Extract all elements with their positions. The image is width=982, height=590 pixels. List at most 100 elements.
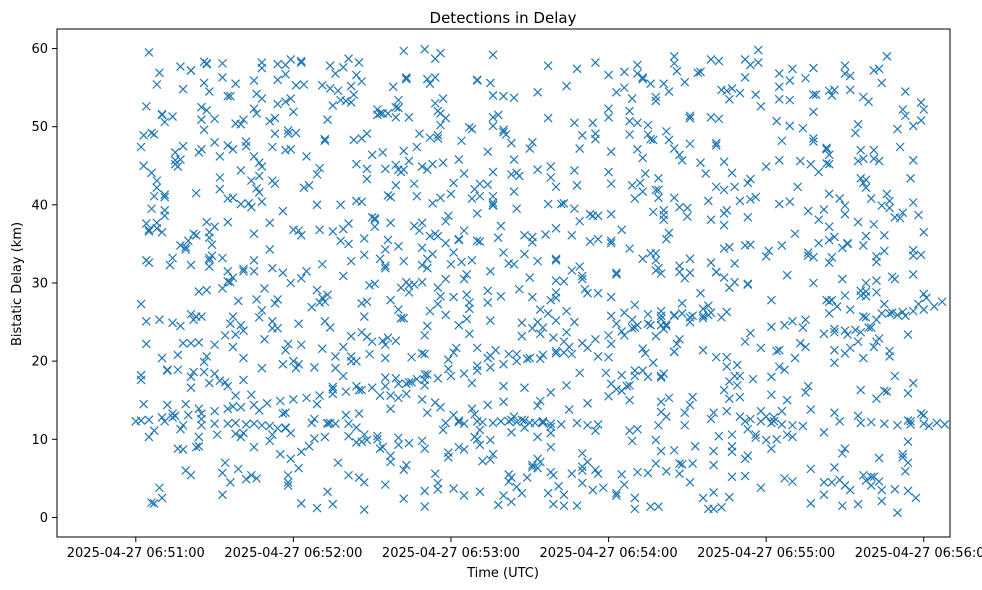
data-point [317, 80, 327, 90]
data-point [638, 254, 648, 264]
data-point [157, 353, 167, 363]
data-point [483, 298, 493, 307]
data-point [824, 189, 834, 199]
data-point [181, 242, 191, 252]
data-point [378, 148, 388, 157]
data-point [391, 160, 401, 170]
data-point [690, 441, 700, 451]
data-point [588, 211, 598, 221]
data-point [619, 83, 629, 93]
data-point [659, 210, 669, 220]
data-point [643, 130, 653, 139]
data-point [685, 312, 695, 322]
data-point [506, 473, 516, 483]
data-point [730, 182, 740, 192]
data-point [906, 420, 916, 429]
x-axis: 2025-04-27 06:51:00 2025-04-27 06:52:00 20… [67, 537, 982, 561]
data-point [546, 173, 556, 182]
data-point [191, 230, 201, 240]
data-point [485, 78, 495, 88]
data-point [533, 401, 543, 411]
data-point [493, 233, 503, 243]
data-point [488, 449, 498, 459]
data-point [309, 362, 319, 372]
data-point [766, 322, 776, 332]
data-point [291, 363, 301, 373]
data-point [830, 324, 839, 334]
data-point [281, 97, 290, 107]
data-point [798, 123, 808, 133]
data-point [654, 173, 663, 183]
data-point [843, 330, 852, 340]
data-point [239, 375, 248, 385]
data-point [485, 362, 495, 372]
data-point [633, 118, 642, 128]
data-point [380, 263, 390, 273]
data-point [625, 244, 634, 254]
data-point [543, 488, 553, 498]
data-point [380, 261, 390, 271]
data-point [538, 350, 548, 360]
data-point [485, 435, 495, 445]
data-point [359, 312, 369, 322]
data-point [861, 183, 871, 193]
data-point [330, 363, 340, 373]
data-point [840, 348, 850, 358]
data-point [659, 79, 669, 89]
data-point [780, 365, 789, 375]
data-point [619, 480, 629, 490]
data-point [338, 271, 348, 281]
data-point [499, 125, 508, 135]
data-point [464, 298, 474, 307]
data-point [328, 382, 338, 392]
data-point [798, 323, 808, 332]
data-point [493, 500, 503, 510]
data-point [183, 410, 193, 420]
data-point [551, 293, 561, 303]
data-point [265, 244, 275, 254]
data-point [929, 302, 939, 311]
data-point [832, 302, 842, 311]
data-point [766, 444, 776, 454]
y-tick-label: 40 [31, 198, 48, 213]
data-point [504, 349, 514, 359]
data-point [417, 436, 427, 446]
data-point [696, 158, 705, 168]
data-point [141, 255, 151, 265]
data-point [417, 277, 427, 287]
data-point [299, 183, 309, 193]
data-point [727, 168, 737, 178]
data-point [422, 408, 432, 418]
data-point [328, 499, 338, 509]
data-point [879, 299, 889, 309]
data-point [265, 421, 275, 431]
x-tick-label: 2025-04-27 06:51:00 [67, 546, 205, 561]
data-point [152, 218, 162, 228]
data-point [225, 277, 235, 287]
data-point [654, 193, 663, 203]
data-point [160, 192, 170, 202]
data-point [446, 259, 456, 269]
data-point [612, 491, 621, 501]
data-point [396, 167, 406, 177]
data-point [601, 368, 611, 378]
data-point [919, 419, 929, 429]
data-point [430, 229, 440, 239]
data-point [191, 442, 201, 452]
data-point [449, 348, 459, 357]
data-point [383, 191, 393, 200]
data-point [903, 388, 913, 398]
data-point [278, 409, 288, 418]
data-point [874, 453, 884, 463]
data-point [359, 430, 369, 440]
data-point [506, 427, 516, 437]
data-point [239, 266, 248, 276]
data-point [824, 235, 834, 245]
data-point [551, 346, 561, 356]
data-point [646, 134, 656, 144]
data-point [218, 468, 227, 478]
data-point [417, 243, 427, 253]
data-point [422, 370, 432, 379]
data-point [257, 305, 267, 315]
data-point [906, 416, 916, 426]
